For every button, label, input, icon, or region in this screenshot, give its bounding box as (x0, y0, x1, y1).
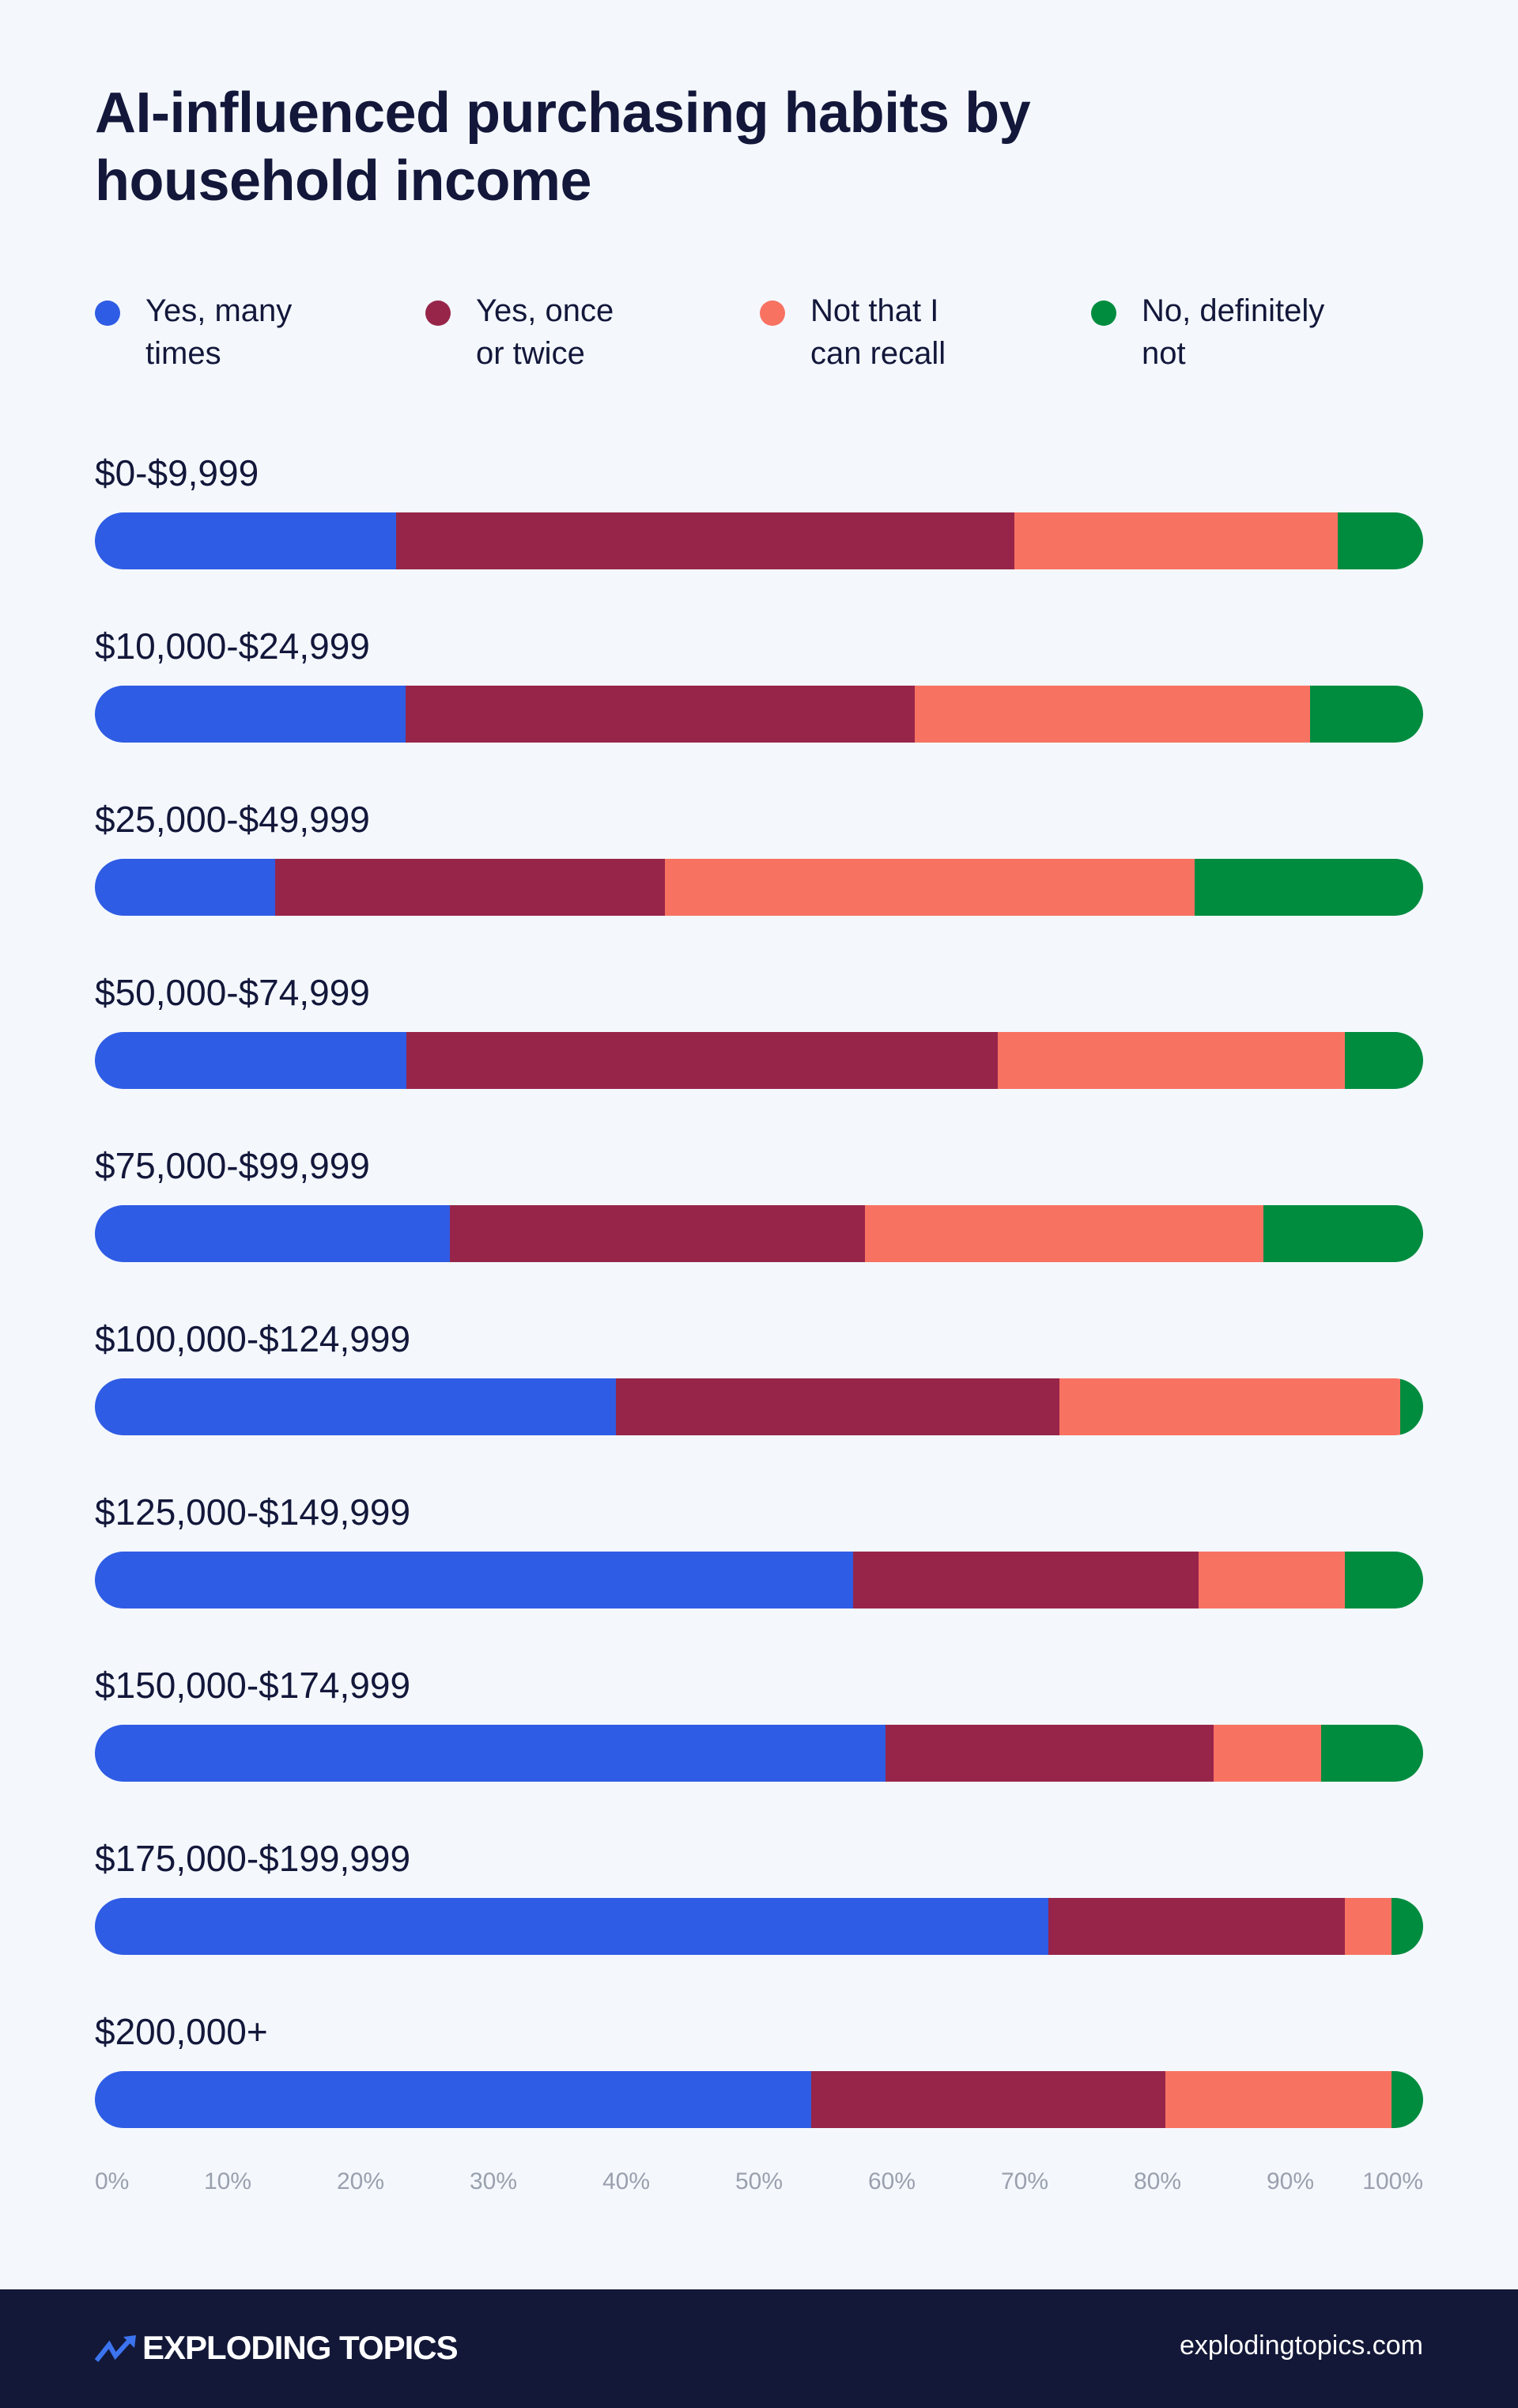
legend-dot-icon (760, 301, 785, 326)
footer: EXPLODING TOPICS explodingtopics.com (0, 2289, 1518, 2408)
category-label: $25,000-$49,999 (95, 799, 370, 840)
bar-segment (865, 1205, 1264, 1262)
x-tick-label: 100% (1362, 2168, 1423, 2194)
bar-segment (406, 686, 915, 743)
chart-title: AI-influenced purchasing habits by house… (95, 81, 1031, 213)
legend-label-line: Not that I (810, 293, 939, 328)
bar-segment (406, 1032, 998, 1089)
bar-segment (275, 859, 665, 916)
bar-segment (1320, 1725, 1423, 1782)
bar-segment (1391, 1898, 1423, 1955)
stacked-bar (95, 1205, 1423, 1262)
x-tick-label: 10% (203, 2168, 252, 2194)
stacked-bar (95, 1032, 1423, 1089)
category-label: $100,000-$124,999 (95, 1318, 411, 1359)
bar-segment (95, 1032, 406, 1089)
stacked-bar (95, 512, 1423, 569)
legend-dot-icon (425, 301, 451, 326)
bar-segment (664, 859, 1195, 916)
bar-segment (1344, 1032, 1423, 1089)
x-tick-label: 20% (336, 2168, 385, 2194)
bar-segment (1195, 859, 1423, 916)
legend-label-line: not (1142, 336, 1186, 371)
category-label: $75,000-$99,999 (95, 1145, 370, 1186)
bar-segment (95, 1898, 1049, 1955)
category-label: $175,000-$199,999 (95, 1838, 411, 1879)
bar-segment (1048, 1898, 1345, 1955)
bar-segment (1263, 1205, 1423, 1262)
stacked-bar (95, 1378, 1423, 1435)
bar-segment (1338, 512, 1423, 569)
legend-label: Yes, once or twice (476, 289, 713, 375)
stacked-bar (95, 686, 1423, 743)
bar-segment (95, 859, 276, 916)
bar-segment (810, 2071, 1166, 2128)
category-label: $10,000-$24,999 (95, 626, 370, 667)
bar-segment (1014, 512, 1339, 569)
legend-dot-icon (1091, 301, 1116, 326)
brand-logo: EXPLODING TOPICS (95, 2329, 459, 2367)
bar-segment (1213, 1725, 1321, 1782)
stacked-bar (95, 1725, 1423, 1782)
bar-segment (1344, 1552, 1423, 1608)
bar-segment (396, 512, 1014, 569)
stacked-bar (95, 859, 1423, 916)
legend-label-line: Yes, once (476, 293, 614, 328)
bar-segment (1059, 1378, 1401, 1435)
x-tick-label: 0% (95, 2168, 130, 2194)
legend-label-line: Yes, many (145, 293, 293, 328)
bar-segment (95, 1725, 886, 1782)
x-tick-label: 60% (867, 2168, 916, 2194)
category-label: $150,000-$174,999 (95, 1665, 411, 1706)
category-label: $125,000-$149,999 (95, 1491, 411, 1533)
bar-segment (95, 2071, 811, 2128)
legend-label: No, definitely not (1142, 289, 1379, 375)
bar-segment (1165, 2071, 1392, 2128)
bar-segment (615, 1378, 1059, 1435)
legend-label: Yes, many times (145, 289, 383, 375)
bar-segment (1391, 2071, 1423, 2128)
x-tick-label: 40% (602, 2168, 651, 2194)
x-tick-label: 50% (734, 2168, 784, 2194)
trend-arrow-icon (95, 2335, 136, 2362)
legend-label-line: No, definitely (1142, 293, 1325, 328)
category-label: $50,000-$74,999 (95, 972, 370, 1013)
bar-segment (95, 512, 397, 569)
bar-segment (914, 686, 1311, 743)
stacked-bar (95, 1898, 1423, 1955)
category-label: $200,000+ (95, 2011, 268, 2052)
category-label: $0-$9,999 (95, 452, 259, 493)
bar-segment (95, 1205, 450, 1262)
site-url[interactable]: explodingtopics.com (1179, 2331, 1423, 2361)
x-tick-label: 30% (469, 2168, 518, 2194)
legend-label-line: can recall (810, 336, 946, 371)
bar-segment (997, 1032, 1345, 1089)
x-tick-label: 80% (1133, 2168, 1182, 2194)
x-tick-label: 90% (1266, 2168, 1315, 2194)
bar-segment (95, 686, 406, 743)
x-tick-label: 70% (1000, 2168, 1049, 2194)
bar-segment (1199, 1552, 1345, 1608)
brand-name: EXPLODING TOPICS (142, 2329, 459, 2366)
bar-segment (1400, 1378, 1423, 1435)
bar-segment (853, 1552, 1199, 1608)
legend-label-line: times (145, 336, 221, 371)
stacked-bar (95, 2071, 1423, 2128)
stacked-bar (95, 1552, 1423, 1608)
legend-label: Not that I can recall (810, 289, 1048, 375)
bar-segment (95, 1378, 616, 1435)
legend-label-line: or twice (476, 336, 585, 371)
bar-segment (1344, 1898, 1392, 1955)
bar-segment (95, 1552, 854, 1608)
bar-segment (885, 1725, 1214, 1782)
legend-dot-icon (95, 301, 120, 326)
bar-segment (449, 1205, 866, 1262)
bar-segment (1310, 686, 1423, 743)
